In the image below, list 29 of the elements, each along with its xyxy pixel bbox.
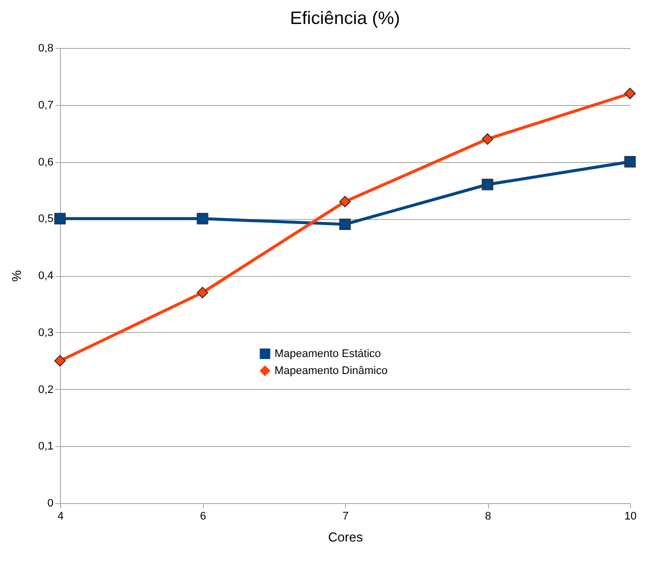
- y-tick-label: 0,6: [38, 156, 54, 168]
- point: [339, 218, 351, 230]
- y-tick-label: 0,3: [38, 326, 54, 339]
- x-tick-label: 8: [484, 510, 492, 522]
- y-tick-label: 0,1: [38, 440, 54, 453]
- x-tick-label: 10: [624, 510, 637, 522]
- point: [54, 355, 66, 367]
- x-tick-label: 6: [200, 510, 206, 522]
- legend-label: Mapeamento Dinâmico: [274, 364, 388, 377]
- y-tick-label: 0,8: [38, 42, 54, 54]
- y-tick-label: 0,4: [38, 270, 54, 282]
- x-tick-label: 7: [342, 510, 349, 522]
- x-tick-label: 4: [57, 510, 64, 522]
- x-axis-title: Cores: [328, 530, 364, 544]
- point: [196, 212, 208, 224]
- point: [196, 286, 208, 298]
- y-tick-label: 0,5: [38, 213, 54, 226]
- y-tick-label: 0,7: [38, 99, 54, 112]
- point: [482, 178, 494, 190]
- chart-title: Eficiência (%): [290, 8, 400, 28]
- legend-label: Mapeamento Estático: [274, 348, 381, 360]
- y-tick-label: 0,2: [38, 384, 54, 396]
- y-tick-label: 0: [47, 498, 54, 510]
- point: [339, 196, 351, 208]
- y-axis-title: %: [9, 270, 24, 282]
- point: [54, 212, 66, 224]
- point: [624, 156, 636, 168]
- point: [482, 133, 494, 145]
- point: [624, 88, 636, 100]
